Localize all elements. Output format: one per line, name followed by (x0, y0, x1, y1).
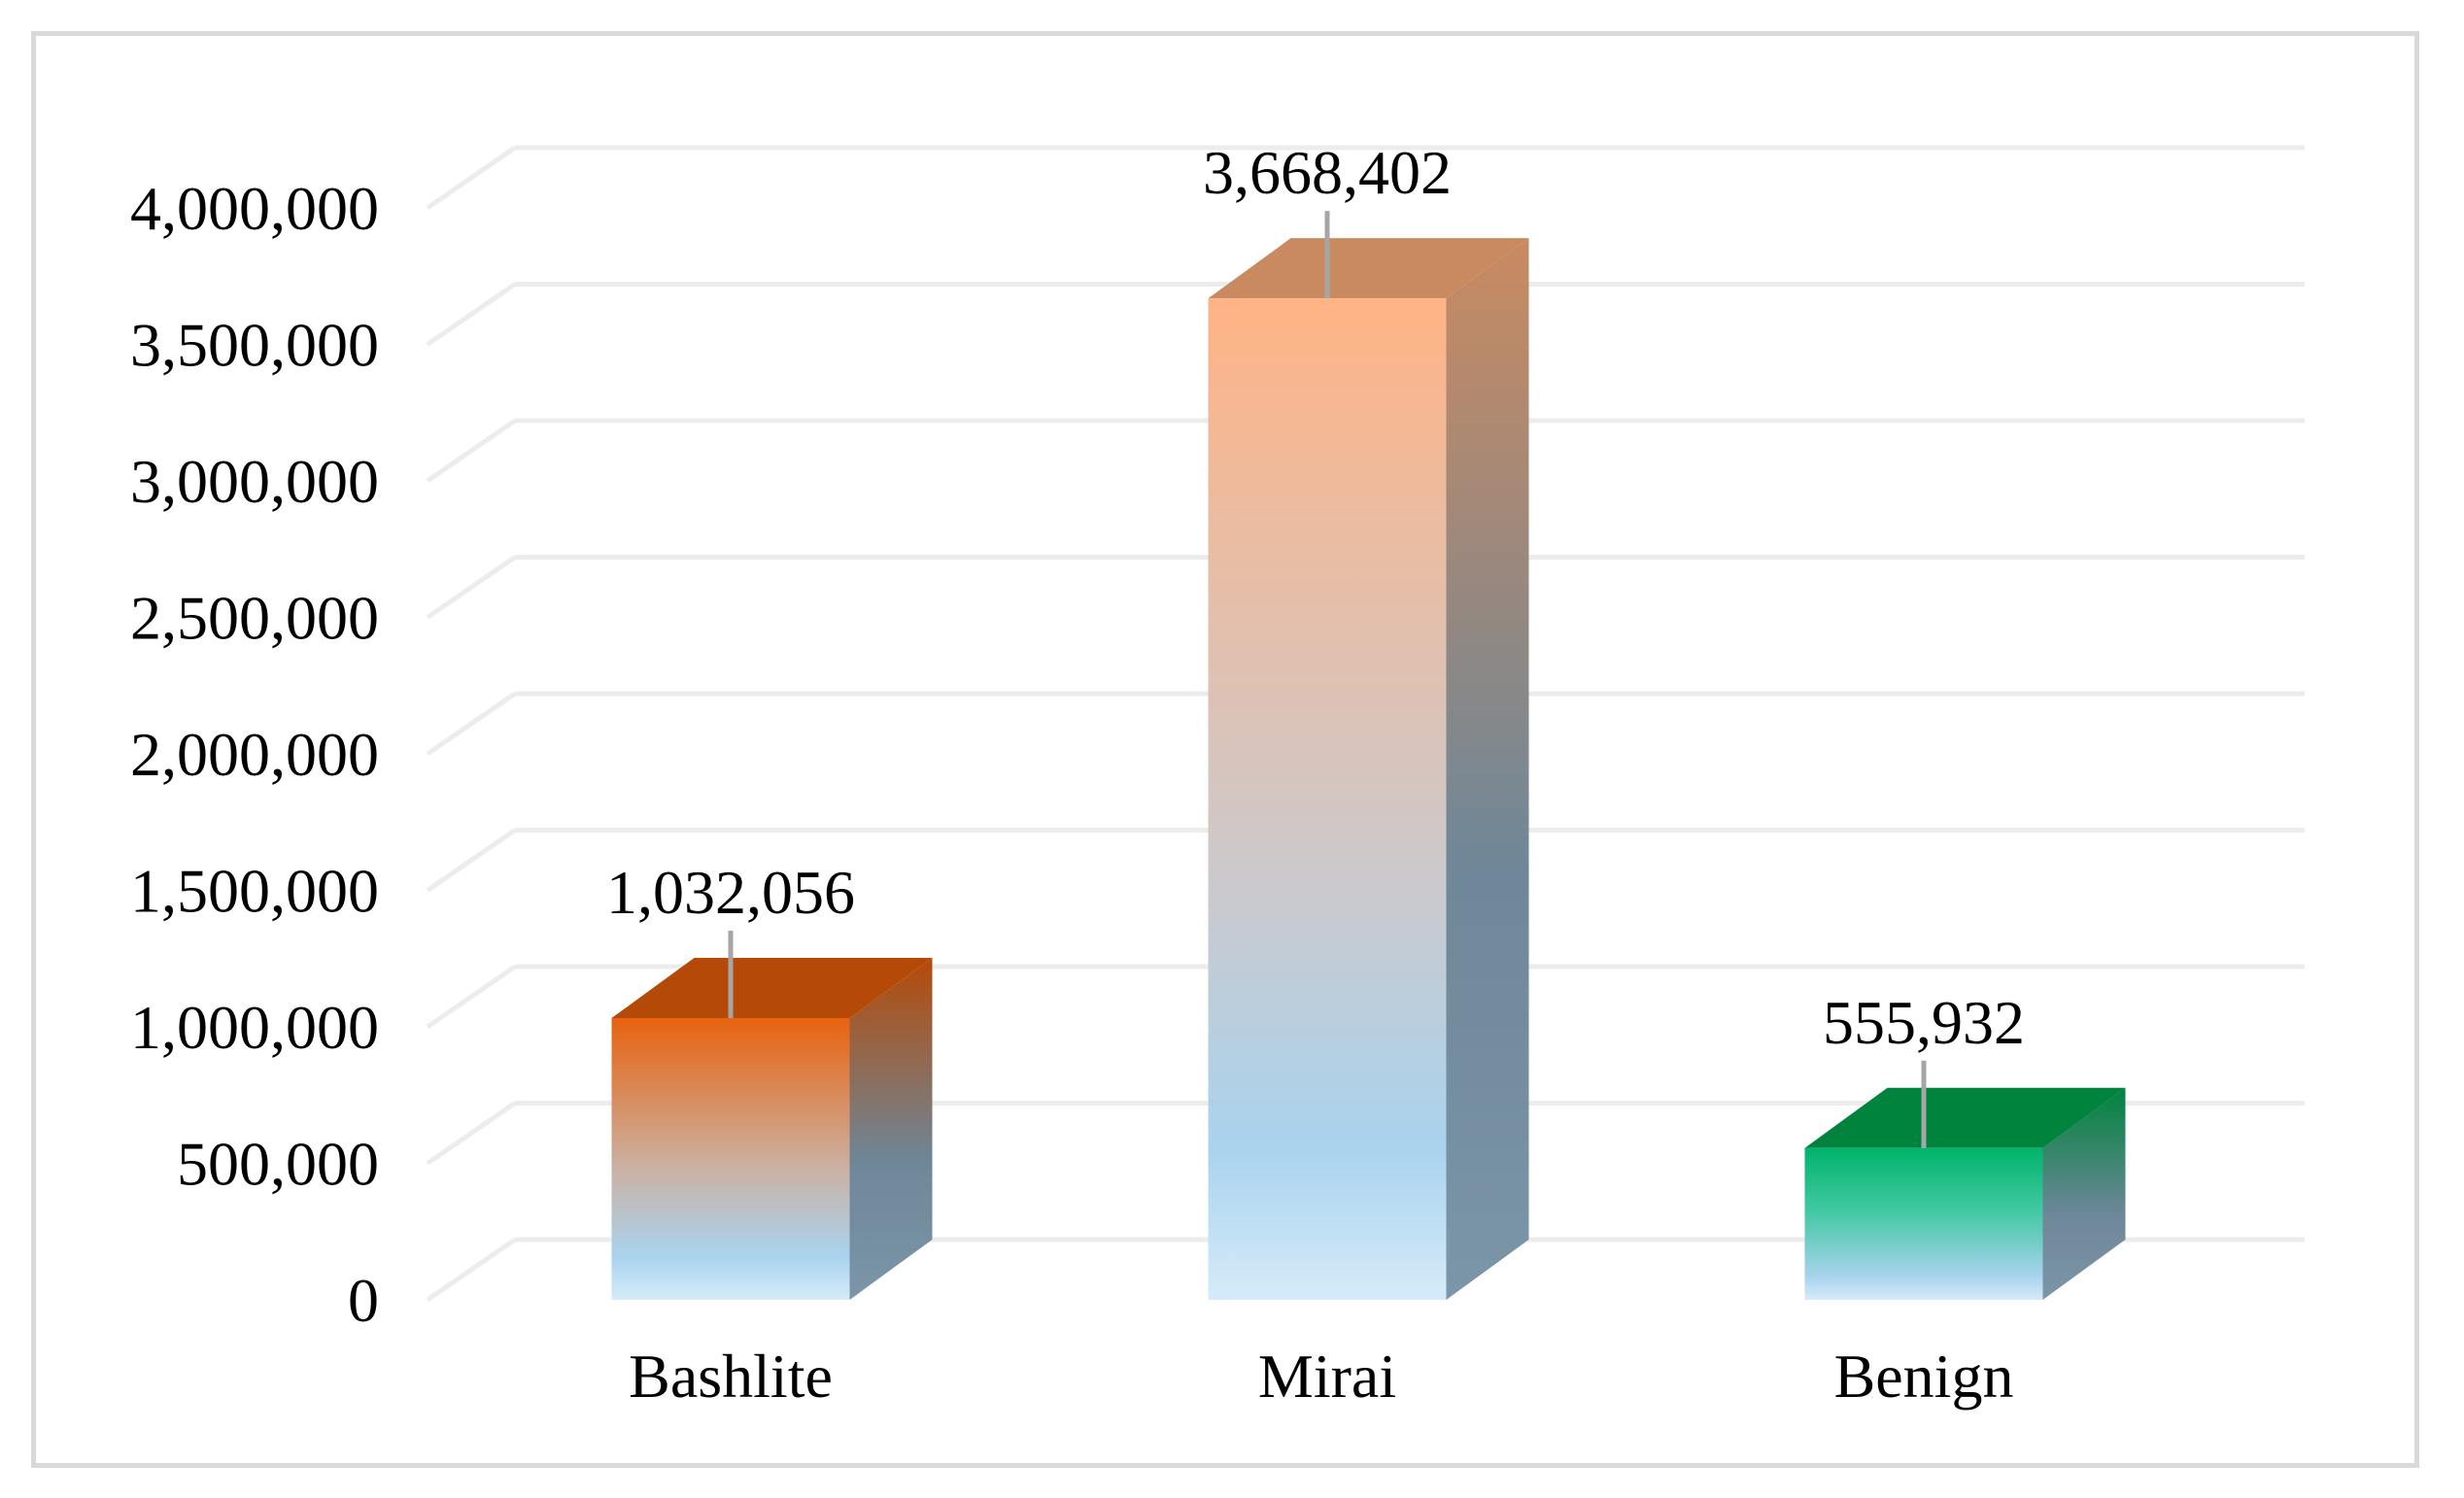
data-label-bashlite: 1,032,056 (606, 858, 855, 927)
bar-side-face (1446, 238, 1529, 1300)
bar-front-face (611, 1017, 850, 1300)
gridline-side (426, 418, 517, 484)
y-tick-label: 2,500,000 (130, 584, 379, 653)
y-tick-label: 4,000,000 (130, 174, 379, 243)
data-labels: 1,032,056 3,668,402 555,932 (606, 138, 2025, 1148)
data-label-mirai: 3,668,402 (1203, 138, 1452, 207)
bar-top-face (611, 957, 933, 1018)
y-tick-label: 1,000,000 (130, 993, 379, 1062)
bar-top-face (1804, 1087, 2126, 1148)
gridline-side (426, 555, 517, 620)
category-label-mirai: Mirai (1258, 1342, 1396, 1411)
bars (611, 238, 2126, 1300)
bar-top-face (1208, 238, 1529, 299)
y-tick-label: 3,500,000 (130, 311, 379, 380)
bar-mirai (1208, 238, 1529, 1300)
gridline-side (426, 964, 517, 1030)
y-tick-label: 2,000,000 (130, 720, 379, 789)
gridline-side (426, 282, 517, 347)
data-label-benign: 555,932 (1823, 988, 2025, 1057)
y-tick-label: 500,000 (177, 1130, 379, 1199)
bar-front-face (1804, 1147, 2043, 1300)
gridline-side (426, 691, 517, 757)
y-axis-ticks: 0 500,000 1,000,000 1,500,000 2,000,000 2,500… (130, 174, 379, 1335)
bar-front-face (1208, 298, 1447, 1300)
bar-side-face (2042, 1087, 2126, 1300)
bar-bashlite (611, 957, 933, 1300)
category-label-benign: Benign (1834, 1342, 2014, 1411)
y-tick-label: 1,500,000 (130, 857, 379, 926)
gridline-side (426, 145, 517, 211)
gridline-side (426, 1237, 517, 1303)
gridline-side (426, 828, 517, 893)
category-labels: Bashlite Mirai Benign (629, 1342, 2013, 1411)
gridline-side (426, 1101, 517, 1166)
category-label-bashlite: Bashlite (629, 1342, 833, 1411)
y-tick-label: 3,000,000 (130, 447, 379, 516)
bar-side-face (849, 957, 933, 1300)
bar-benign (1804, 1087, 2126, 1300)
y-tick-label: 0 (348, 1266, 379, 1335)
